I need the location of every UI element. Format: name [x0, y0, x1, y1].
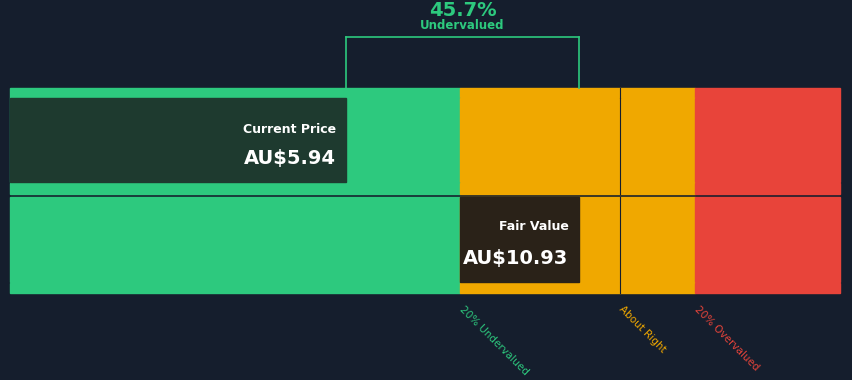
Bar: [10, 184, 459, 194]
Bar: [459, 283, 694, 293]
Text: 45.7%: 45.7%: [429, 1, 496, 20]
Bar: [10, 283, 459, 293]
Text: AU$10.93: AU$10.93: [463, 249, 568, 268]
Text: AU$5.94: AU$5.94: [244, 149, 336, 168]
Bar: [694, 283, 839, 293]
Bar: [694, 184, 839, 194]
Bar: [694, 98, 839, 182]
Bar: [694, 197, 839, 282]
Bar: [459, 87, 694, 98]
Text: About Right: About Right: [617, 304, 667, 355]
Bar: [10, 197, 459, 282]
Bar: [459, 197, 694, 282]
Text: Fair Value: Fair Value: [498, 220, 568, 233]
Bar: [694, 87, 839, 98]
Bar: [459, 197, 579, 282]
Bar: [10, 87, 459, 98]
Text: Undervalued: Undervalued: [420, 19, 504, 32]
Bar: [459, 184, 694, 194]
Bar: [10, 98, 459, 182]
Bar: [10, 98, 346, 182]
Text: Current Price: Current Price: [243, 123, 336, 136]
Text: 20% Undervalued: 20% Undervalued: [457, 304, 529, 377]
Bar: [459, 98, 694, 182]
Text: 20% Overvalued: 20% Overvalued: [691, 304, 759, 372]
